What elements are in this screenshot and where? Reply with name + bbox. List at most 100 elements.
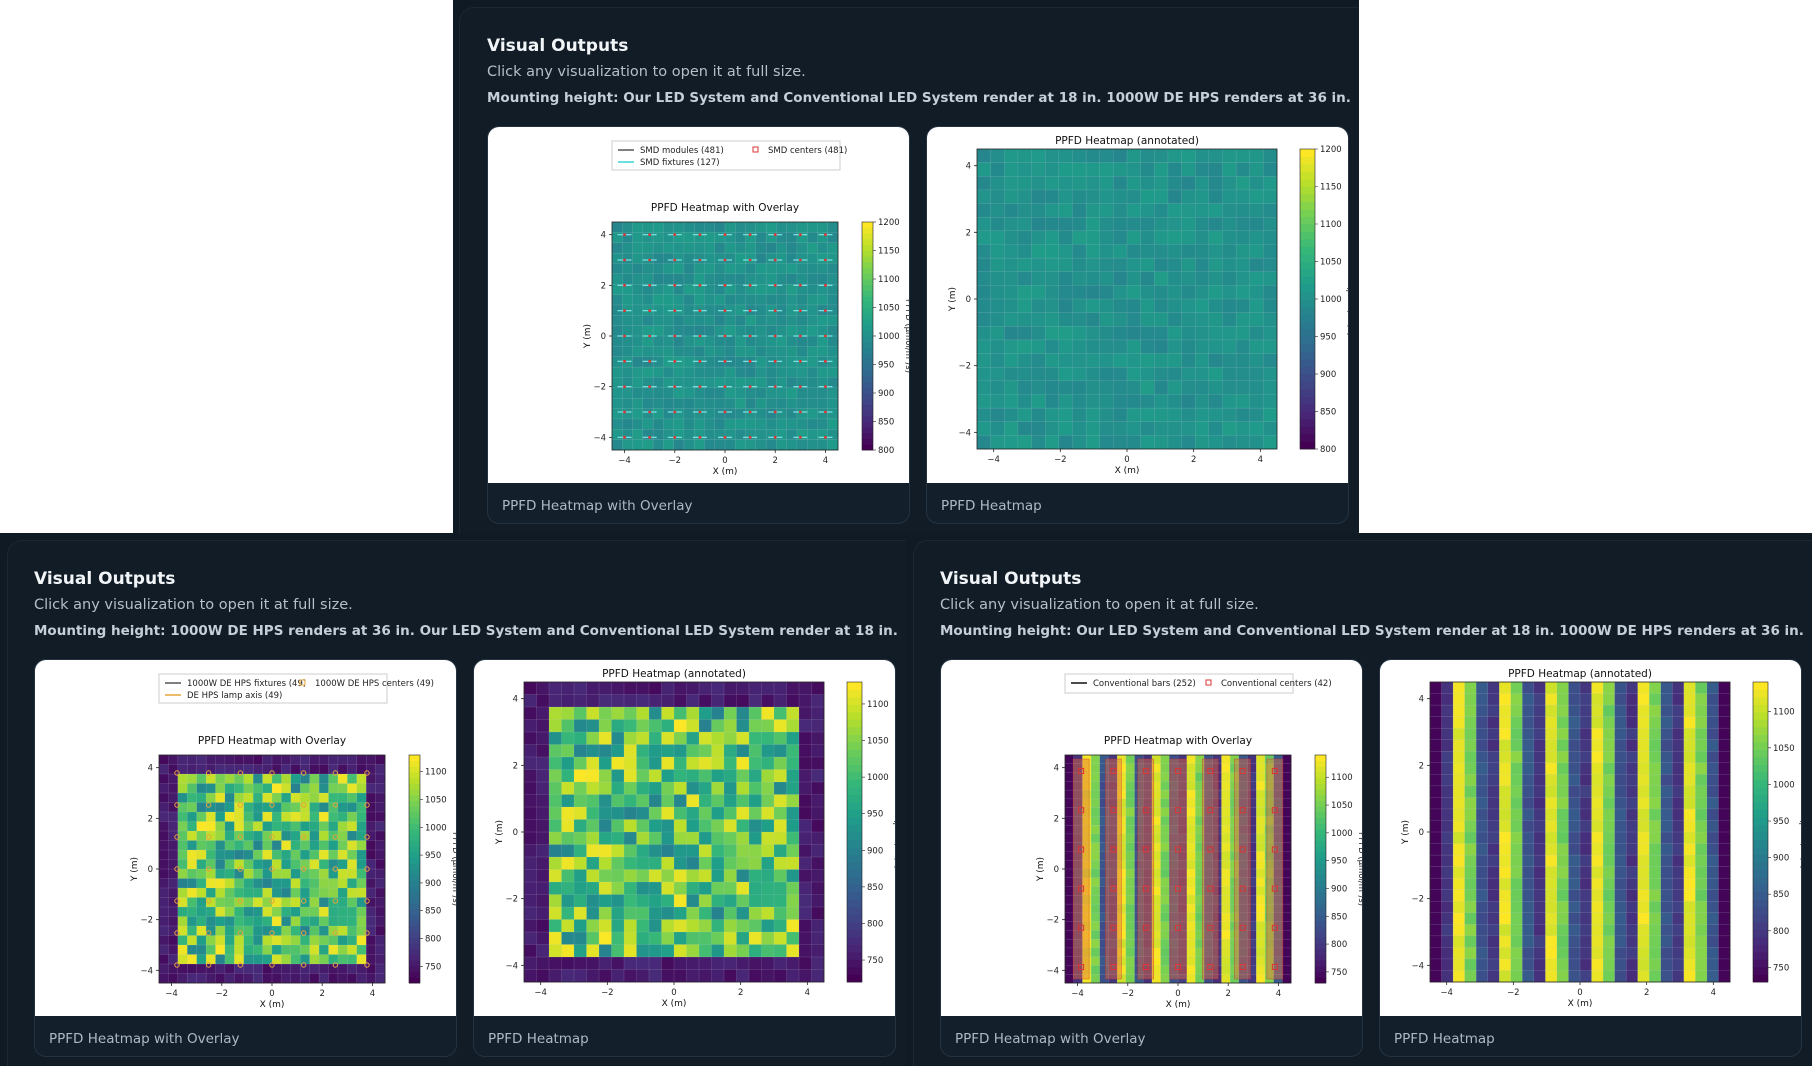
heatmap-cell	[1208, 298, 1223, 314]
heatmap-cell	[693, 366, 705, 378]
heatmap-cell	[1208, 216, 1223, 232]
heatmap-cell	[375, 773, 386, 785]
heatmap-image[interactable]: PPFD Heatmap (annotated) −4 −2 0 2 4 −4 −2 0 2 4 X …	[474, 660, 895, 1016]
heatmap-cell	[724, 232, 736, 244]
visualization-card-heatmap[interactable]: PPFD Heatmap (annotated) −4 −2 0 2 4 −4 −2 0 2 4 X …	[926, 126, 1349, 524]
heatmap-cell	[158, 783, 169, 794]
heatmap-cell	[309, 973, 320, 984]
heatmap-cell	[711, 969, 725, 983]
fixture-center	[364, 866, 370, 872]
heatmap-cell	[1672, 854, 1685, 868]
heatmap-cell	[623, 681, 638, 696]
visualization-card-overlay[interactable]: PPFD Heatmap with Overlay SMD modules (48…	[487, 126, 910, 524]
heatmap-image[interactable]: PPFD Heatmap (annotated) −4 −2 0 2 4 −4 −2 0 2 4 X …	[1380, 660, 1801, 1016]
visualization-card-heatmap[interactable]: PPFD Heatmap (annotated) −4 −2 0 2 4 −4 −2 0 2 4 X …	[473, 659, 896, 1057]
heatmap-cell	[648, 906, 663, 921]
heatmap-cell	[168, 906, 179, 918]
heatmap-cell	[636, 944, 650, 958]
heatmap-cell	[761, 906, 775, 921]
heatmap-cell	[224, 849, 235, 861]
visualization-card-overlay[interactable]: PPFD Heatmap with Overlay Conventional ba…	[940, 659, 1363, 1057]
heatmap-cell	[806, 273, 818, 285]
colorbar-segment	[1300, 396, 1315, 405]
heatmap-cell	[1221, 886, 1231, 896]
heatmap-cell	[611, 906, 625, 921]
heatmap-cell	[1004, 435, 1019, 450]
heatmap-cell	[375, 840, 386, 851]
colorbar-segment	[1300, 269, 1315, 277]
colorbar-tick-label: 1000	[878, 332, 900, 342]
heatmap-cell	[806, 439, 818, 451]
heatmap-cell	[573, 719, 588, 733]
heatmap-cell	[1475, 935, 1489, 948]
heatmap-cell	[745, 408, 757, 420]
colorbar-segment	[862, 438, 873, 445]
heatmap-cell	[811, 819, 825, 833]
heatmap-cell	[698, 719, 713, 733]
heatmap-cell	[309, 792, 320, 804]
heatmap-cell	[798, 706, 813, 721]
heatmap-cell	[356, 916, 367, 927]
heatmap-cell	[1683, 808, 1696, 821]
heatmap-cell	[1090, 842, 1101, 852]
heatmap-cell	[698, 856, 713, 871]
heatmap-cell	[1602, 970, 1616, 983]
heatmap-cell	[1186, 754, 1196, 765]
heatmap-cell	[196, 840, 207, 851]
colorbar-segment	[847, 839, 862, 848]
heatmap-image[interactable]: PPFD Heatmap with Overlay Conventional ba…	[941, 660, 1362, 1016]
colorbar-segment	[409, 908, 420, 915]
colorbar-segment	[409, 777, 420, 784]
heatmap-cell	[786, 794, 800, 808]
heatmap-cell	[365, 783, 377, 794]
heatmap-cell	[309, 859, 320, 870]
heatmap-cell	[648, 969, 663, 983]
heatmap-image[interactable]: PPFD Heatmap with Overlay SMD modules (48…	[488, 127, 909, 483]
heatmap-cell	[365, 811, 377, 823]
fixture-center	[698, 410, 702, 414]
fixture-center	[773, 410, 777, 414]
heatmap-cell	[796, 429, 808, 441]
colorbar-segment	[1753, 907, 1768, 915]
heatmap-cell	[1672, 727, 1685, 741]
heatmap-cell	[177, 878, 188, 889]
heatmap-cell	[827, 273, 839, 285]
heatmap-cell	[158, 849, 169, 861]
heatmap-image[interactable]: PPFD Heatmap with Overlay 1000W DE HPS fi…	[35, 660, 456, 1016]
colorbar-segment	[1300, 186, 1315, 195]
colorbar-segment	[1753, 704, 1768, 713]
heatmap-cell	[1186, 974, 1196, 984]
fixture-center	[269, 802, 275, 808]
heatmap-cell	[798, 831, 813, 846]
heatmap-cell	[714, 315, 726, 327]
heatmap-cell	[1017, 339, 1033, 355]
heatmap-cell	[723, 956, 738, 971]
heatmap-cell	[1683, 947, 1696, 960]
fixture-center	[698, 435, 702, 439]
heatmap-cell	[281, 963, 292, 975]
heatmap-cell	[271, 963, 282, 975]
heatmap-cell	[1591, 785, 1604, 798]
heatmap-cell	[243, 764, 254, 775]
heatmap-cell	[586, 831, 600, 846]
bar-center	[1239, 846, 1246, 853]
heatmap-cell	[1637, 843, 1650, 856]
visualization-card-heatmap[interactable]: PPFD Heatmap (annotated) −4 −2 0 2 4 −4 −2 0 2 4 X …	[1379, 659, 1802, 1057]
y-tick-label: 2	[601, 281, 606, 291]
heatmap-cell	[663, 294, 675, 306]
colorbar-segment	[1753, 892, 1768, 900]
heatmap-cell	[623, 919, 638, 933]
heatmap-image[interactable]: PPFD Heatmap (annotated) −4 −2 0 2 4 −4 −2 0 2 4 X …	[927, 127, 1348, 483]
heatmap-cell	[811, 844, 825, 858]
heatmap-cell	[536, 844, 550, 858]
heatmap-cell	[611, 356, 623, 368]
heatmap-cell	[611, 418, 623, 430]
heatmap-cell	[1031, 407, 1046, 423]
heatmap-cell	[711, 756, 725, 771]
heatmap-cell	[611, 806, 625, 821]
heatmap-cell	[811, 694, 825, 708]
heatmap-cell	[776, 294, 788, 306]
heatmap-cell	[290, 840, 301, 851]
visualization-card-overlay[interactable]: PPFD Heatmap with Overlay 1000W DE HPS fi…	[34, 659, 457, 1057]
heatmap-cell	[611, 694, 625, 708]
